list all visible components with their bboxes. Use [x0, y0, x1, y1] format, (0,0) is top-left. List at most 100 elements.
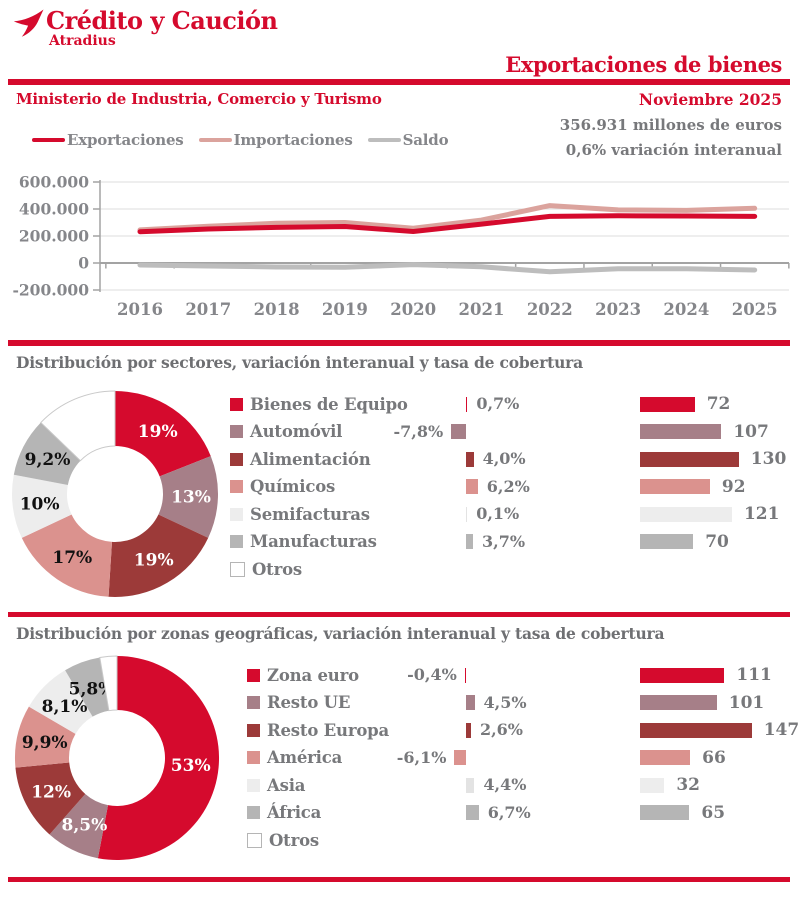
coverage-bar-resto-ue	[640, 695, 717, 710]
variation-label-america: -6,1%	[396, 747, 447, 767]
variation-bar-america	[454, 750, 466, 765]
variation-bar-africa	[466, 805, 479, 820]
coverage-label-resto-ue: 101	[728, 692, 765, 713]
series-line-saldo	[137, 262, 758, 275]
legend-item-importaciones: Importaciones	[198, 131, 353, 149]
donut-slice-zona-euro	[97, 656, 220, 860]
variation-bar-quimicos	[466, 479, 478, 494]
variation-label-africa: 6,7%	[487, 802, 531, 822]
legend-item-otros: Otros	[230, 559, 302, 579]
legend-swatch-manufacturas	[230, 535, 243, 548]
donut-slice-label-zona-euro: 53%	[171, 756, 211, 776]
coverage-bar-bienes-de-equipo	[640, 396, 695, 412]
variation-label-alimentacion: 4,0%	[482, 449, 526, 468]
coverage-bar-automovil	[640, 424, 722, 439]
legend-swatch-bienes-de-equipo	[230, 397, 243, 411]
variation-label-manufacturas: 3,7%	[482, 531, 526, 551]
sectors-donut-chart: 19% 13% 19% 17% 10% 9,2%	[11, 390, 219, 598]
donut-slice-otros	[40, 390, 116, 462]
donut-slice-label-africa: 5,8%	[69, 680, 115, 700]
coverage-bar-zona-euro	[640, 667, 725, 683]
legend-label-automovil: Automóvil	[250, 422, 343, 441]
legend-item-otros: Otros	[247, 830, 319, 850]
y-tick-label: 600.000	[19, 173, 89, 192]
variation-bar-automovil	[451, 424, 466, 439]
legend-label-saldo: Saldo	[402, 131, 449, 149]
donut-slice-label-manufacturas: 9,2%	[25, 450, 71, 470]
sectors-section-title: Distribución por sectores, variación int…	[16, 353, 583, 372]
legend-swatch-america	[247, 751, 260, 764]
donut-slice-label-alimentacion: 19%	[134, 550, 174, 570]
logo-title: Crédito y Caución	[46, 6, 278, 35]
x-tick-label: 2019	[322, 300, 368, 319]
legend-swatch-importaciones	[198, 137, 232, 143]
section-rule-sectors	[8, 340, 790, 346]
variation-label-bienes-de-equipo: 0,7%	[476, 394, 520, 413]
brand-icon	[13, 9, 44, 37]
coverage-label-quimicos: 92	[721, 476, 746, 497]
coverage-bar-asia	[640, 777, 665, 793]
variation-bar-resto-ue	[466, 695, 475, 710]
legend-swatch-alimentacion	[230, 452, 243, 466]
legend-swatch-africa	[247, 806, 260, 819]
coverage-bar-alimentacion	[640, 451, 739, 467]
donut-slice-resto-europa	[15, 762, 86, 835]
donut-slice-automovil	[158, 456, 219, 538]
x-tick-label: 2024	[663, 300, 709, 319]
donut-slice-africa	[65, 657, 109, 717]
x-tick-label: 2022	[527, 300, 573, 319]
legend-swatch-asia	[247, 778, 260, 792]
legend-label-resto-ue: Resto UE	[267, 693, 351, 712]
legend-label-otros: Otros	[252, 559, 302, 579]
donut-slice-label-asia: 8,1%	[42, 697, 88, 717]
legend-swatch-otros	[230, 561, 245, 577]
legend-label-quimicos: Químicos	[250, 477, 336, 496]
legend-swatch-saldo	[367, 137, 401, 143]
legend-item-resto-europa: Resto Europa	[247, 720, 389, 740]
footer-rule	[8, 877, 790, 882]
legend-swatch-resto-europa	[247, 723, 260, 737]
series-line-importaciones	[137, 203, 758, 233]
legend-label-africa: África	[267, 803, 322, 822]
legend-label-bienes-de-equipo: Bienes de Equipo	[250, 394, 408, 414]
legend-label-semifacturas: Semifacturas	[250, 504, 370, 524]
data-source: Ministerio de Industria, Comercio y Turi…	[16, 90, 382, 108]
y-tick-label: -200.000	[12, 281, 89, 300]
donut-slice-america	[14, 706, 76, 768]
variation-bar-manufacturas	[466, 534, 474, 549]
variation-bar-asia	[466, 777, 475, 793]
report-date: Noviembre 2025	[638, 90, 782, 109]
coverage-label-bienes-de-equipo: 72	[706, 394, 731, 414]
legend-item-zona-euro: Zona euro	[247, 665, 359, 685]
donut-slice-label-resto-europa: 12%	[31, 783, 71, 803]
variation-bar-alimentacion	[466, 451, 474, 467]
legend-swatch-exportaciones	[32, 137, 65, 143]
donut-slice-label-semifacturas: 10%	[20, 495, 60, 515]
y-tick-label: 400.000	[19, 200, 89, 219]
coverage-label-alimentacion: 130	[750, 449, 787, 469]
donut-slice-label-automovil: 13%	[171, 487, 211, 507]
coverage-bar-quimicos	[640, 479, 710, 494]
donut-slice-manufacturas	[13, 422, 81, 486]
donut-slice-label-resto-ue: 8,5%	[62, 816, 108, 836]
legend-item-america: América	[247, 748, 342, 768]
x-tick-label: 2023	[595, 300, 641, 319]
trade-line-chart: 600.000 400.000 200.000 0 -200.000 2016 2017 20…	[12, 173, 790, 319]
variation-label-zona-euro: -0,4%	[407, 665, 457, 684]
legend-item-saldo: Saldo	[367, 131, 449, 149]
donut-slice-semifacturas	[11, 474, 72, 538]
legend-swatch-quimicos	[230, 480, 243, 493]
legend-swatch-resto-ue	[247, 696, 260, 709]
x-tick-label: 2020	[390, 300, 436, 319]
legend-swatch-otros	[247, 832, 262, 848]
coverage-label-asia: 32	[676, 775, 700, 795]
legend-label-alimentacion: Alimentación	[250, 449, 371, 469]
coverage-label-america: 66	[702, 747, 726, 768]
stat-total-exports: 356.931 millones de euros	[559, 116, 782, 134]
coverage-bar-semifacturas	[640, 506, 732, 522]
section-rule-zones	[8, 612, 790, 617]
legend-item-semifacturas: Semifacturas	[230, 504, 370, 524]
x-tick-label: 2018	[254, 300, 300, 319]
y-tick-label: 0	[78, 254, 89, 273]
